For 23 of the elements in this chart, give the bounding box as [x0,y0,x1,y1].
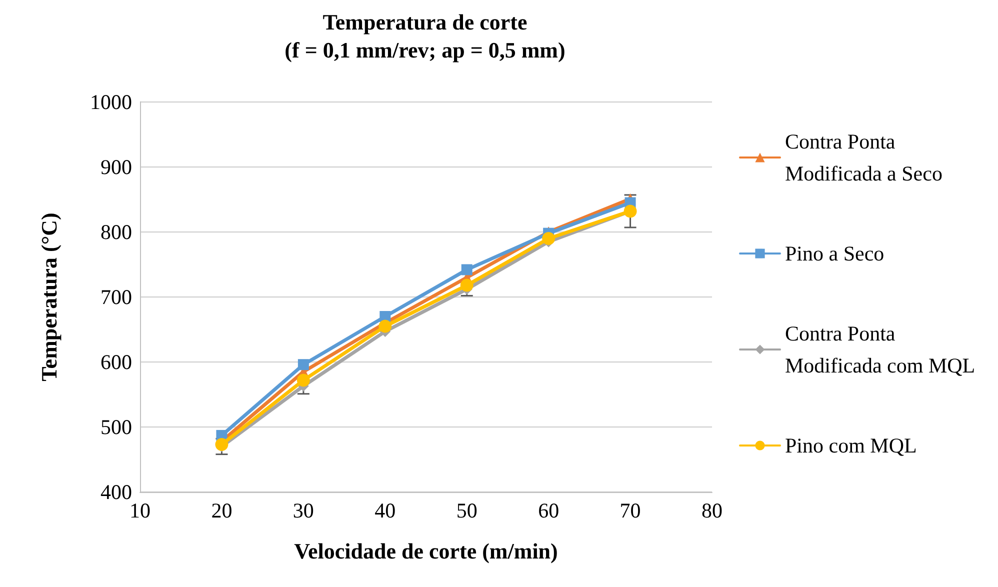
y-tick-label: 1000 [90,90,132,114]
x-tick-label: 20 [211,498,232,522]
x-tick-label: 60 [538,498,560,522]
legend-label: Pino com MQL [785,434,917,458]
legend-label: Contra Ponta Modificada a Seco [785,130,942,186]
y-tick-label: 800 [100,220,132,244]
y-tick-label: 500 [100,415,132,439]
y-tick-label: 700 [100,285,132,309]
y-axis-title: Temperatura (°C) [36,212,62,382]
y-tick-label: 900 [100,155,132,179]
chart-subtitle: (f = 0,1 mm/rev; ap = 0,5 mm) [284,38,566,62]
x-tick-label: 40 [374,498,396,522]
x-tick-label: 30 [292,498,314,522]
legend-label: Contra Ponta Modificada com MQL [785,322,976,378]
y-tick-label: 400 [100,480,132,504]
x-tick-label: 70 [620,498,641,522]
chart-title: Temperatura de corte [322,10,528,34]
x-tick-label: 50 [456,498,478,522]
legend-label: Pino a Seco [785,242,884,266]
y-tick-label: 600 [100,350,132,374]
x-tick-label: 80 [702,498,722,522]
x-axis-title: Velocidade de corte (m/min) [294,538,558,564]
x-tick-label: 10 [130,498,150,522]
